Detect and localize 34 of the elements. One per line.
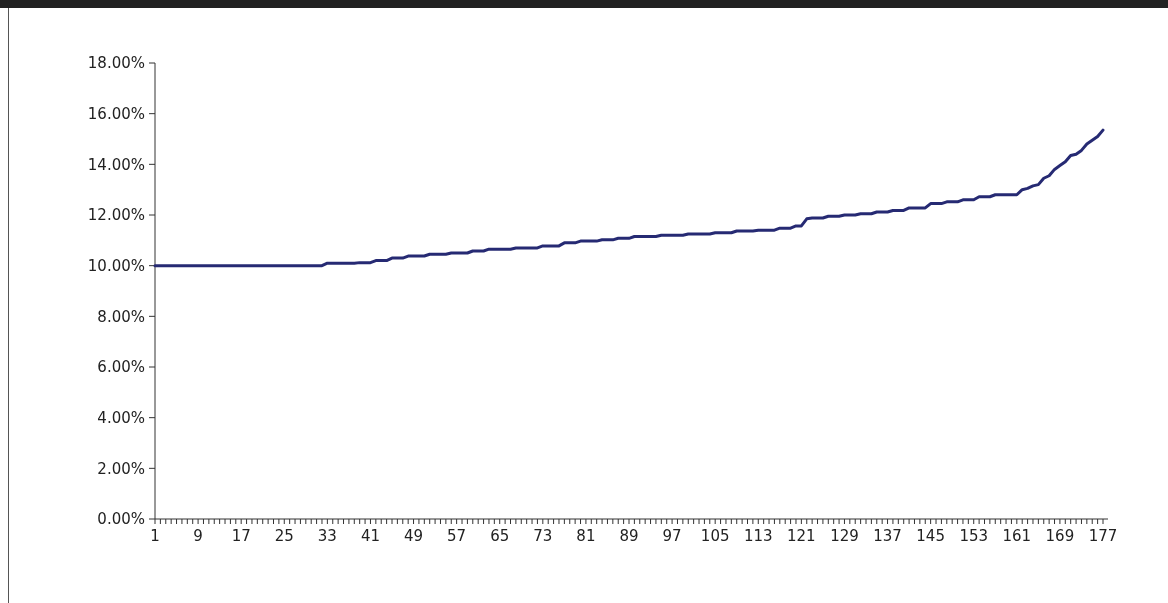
y-tick-label: 14.00% — [87, 155, 145, 174]
x-tick-label: 161 — [1002, 527, 1032, 545]
x-tick-label: 73 — [533, 527, 553, 545]
x-tick-label: 65 — [490, 527, 510, 545]
x-tick-label: 145 — [916, 527, 945, 545]
x-tick-label: 121 — [787, 527, 816, 545]
y-tick-label: 8.00% — [97, 307, 145, 326]
x-tick-label: 57 — [447, 527, 467, 545]
y-tick-label: 4.00% — [97, 408, 145, 427]
x-tick-label: 153 — [959, 527, 989, 545]
x-tick-label: 169 — [1045, 527, 1075, 545]
y-tick-label: 10.00% — [87, 256, 145, 275]
y-tick-label: 2.00% — [97, 459, 145, 478]
y-tick-label: 12.00% — [87, 206, 145, 225]
x-tick-label: 41 — [360, 527, 380, 545]
x-tick-label: 89 — [619, 527, 639, 545]
line-series — [153, 128, 1105, 268]
y-tick-label: 18.00% — [87, 54, 145, 73]
x-tick-label: 97 — [662, 527, 682, 545]
x-tick-label: 129 — [830, 527, 859, 545]
y-tick-label: 0.00% — [97, 510, 145, 529]
x-tick-label: 105 — [700, 527, 730, 545]
x-tick-label: 25 — [274, 527, 294, 545]
x-tick-label: 1 — [150, 527, 160, 545]
x-tick-label: 9 — [193, 527, 203, 545]
x-tick-label: 113 — [743, 527, 773, 545]
y-tick-label: 6.00% — [97, 358, 145, 377]
x-tick-label: 17 — [231, 527, 251, 545]
x-tick-label: 177 — [1088, 527, 1118, 545]
x-tick-label: 81 — [576, 527, 596, 545]
x-tick-label: 33 — [317, 527, 337, 545]
x-tick-label: 137 — [873, 527, 902, 545]
x-tick-label: 49 — [404, 527, 424, 545]
y-tick-label: 16.00% — [87, 104, 145, 123]
